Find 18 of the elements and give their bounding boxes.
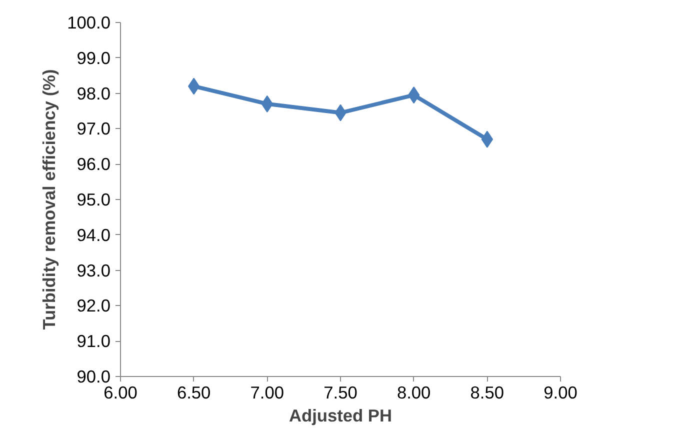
y-tick-label: 92.0 bbox=[76, 296, 111, 316]
y-tick-label: 93.0 bbox=[76, 260, 111, 280]
y-tick-label: 99.0 bbox=[76, 48, 111, 68]
y-tick-label: 95.0 bbox=[76, 190, 111, 210]
x-tick-label: 6.50 bbox=[176, 382, 211, 402]
y-tick-label: 100.0 bbox=[67, 12, 111, 32]
y-axis-title: Turbidity removal efficiency (%) bbox=[39, 69, 60, 330]
y-tick-label: 91.0 bbox=[76, 331, 111, 352]
y-tick-label: 98.0 bbox=[76, 83, 111, 104]
y-tick-label: 94.0 bbox=[76, 224, 111, 245]
x-tick-label: 8.00 bbox=[396, 382, 431, 402]
y-tick-label: 96.0 bbox=[76, 154, 111, 174]
x-tick-label: 8.50 bbox=[470, 382, 504, 402]
x-tick-label: 7.50 bbox=[324, 382, 358, 402]
x-tick-label: 9.00 bbox=[544, 382, 578, 402]
y-tick-label: 97.0 bbox=[76, 118, 111, 139]
x-tick-label: 7.00 bbox=[250, 382, 284, 402]
x-axis-title: Adjusted PH bbox=[288, 406, 392, 426]
